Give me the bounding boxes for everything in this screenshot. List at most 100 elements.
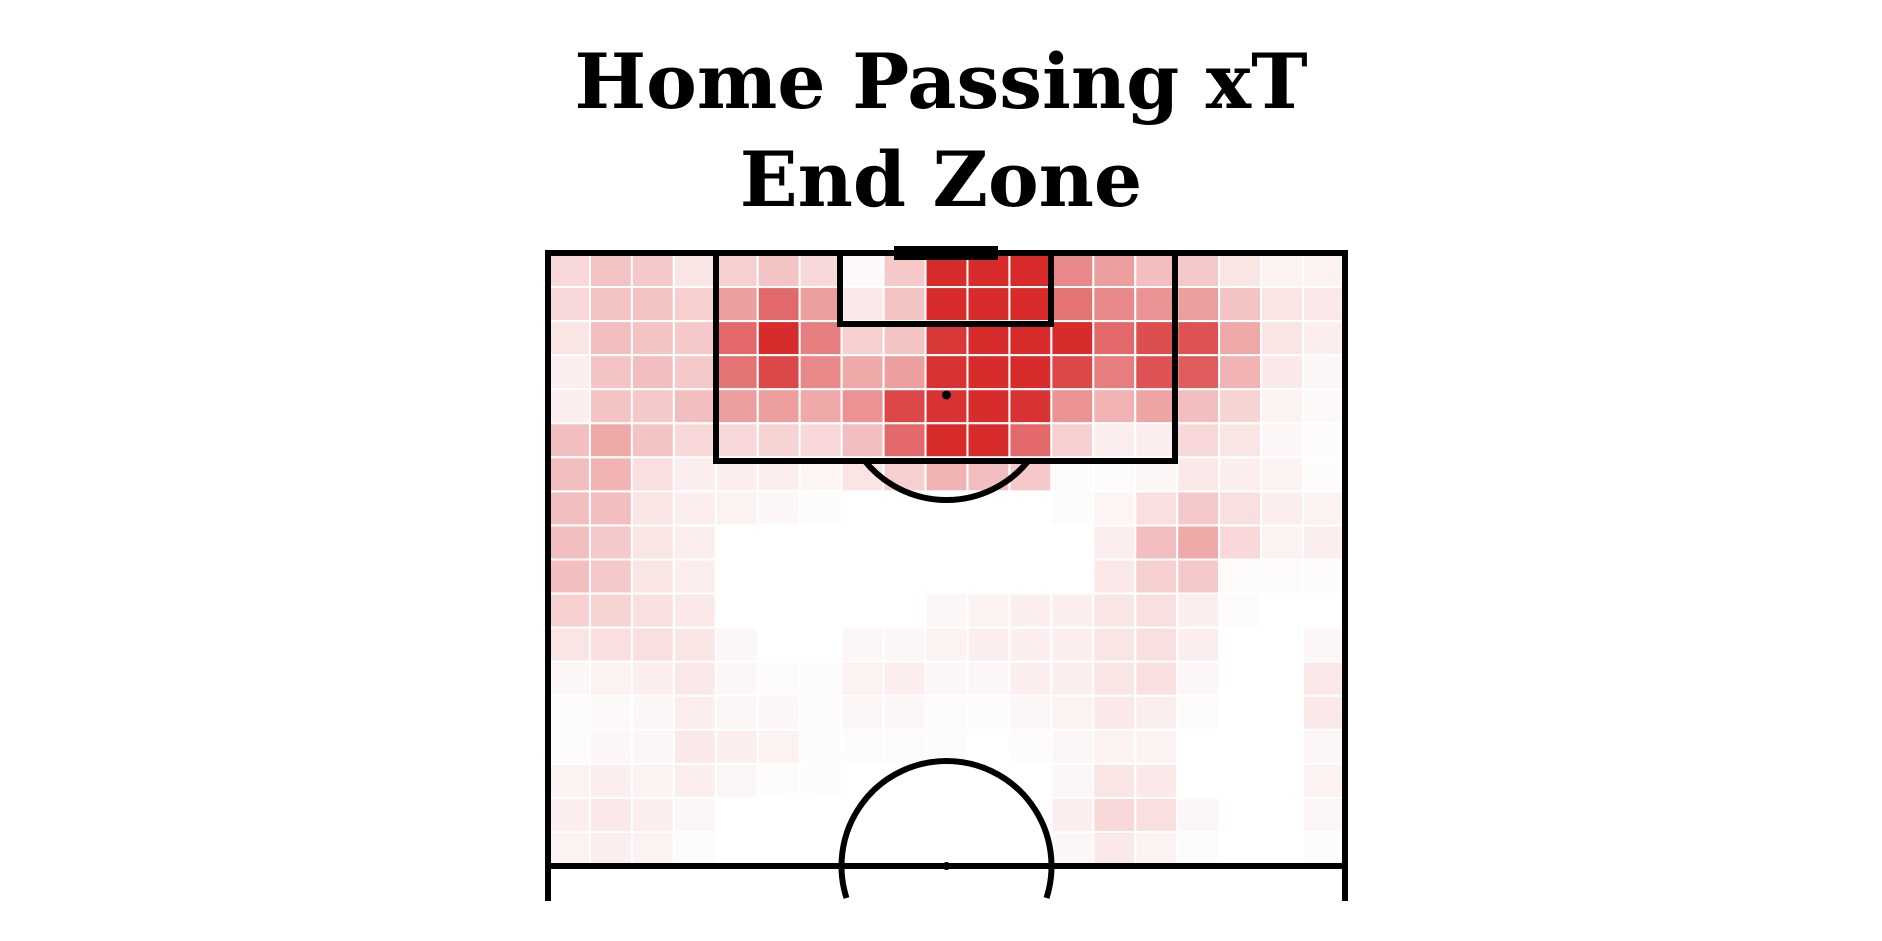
heatmap-cell-r15-c12 [1050,762,1095,799]
heatmap-cell-r4-c1 [588,388,633,425]
heatmap-cell-r11-c10 [966,626,1011,663]
heatmap-cell-r13-c18 [1302,694,1346,731]
heatmap-cell-r12-c16 [1218,660,1263,697]
heatmap-cell-r10-c17 [1260,592,1305,629]
heatmap-cell-r10-c16 [1218,592,1263,629]
heatmap-cell-r14-c11 [1008,728,1053,765]
heatmap-cell-r17-c0 [547,830,591,868]
heatmap-cell-r11-c7 [840,626,885,663]
heatmap-cell-r4-c7 [840,388,885,425]
heatmap-cell-r12-c14 [1134,660,1179,697]
heatmap-cell-r2-c3 [672,320,717,357]
heatmap-cell-r1-c4 [714,286,759,323]
heatmap-cell-r8-c5 [756,524,801,561]
heatmap-cell-r3-c14 [1134,354,1179,391]
heatmap-cell-r15-c16 [1218,762,1263,799]
heatmap-cell-r11-c11 [1008,626,1053,663]
heatmap-cell-r13-c13 [1092,694,1137,731]
heatmap-cell-r11-c0 [547,626,591,663]
heatmap-cell-r3-c10 [966,354,1011,391]
heatmap-cell-r9-c8 [882,558,927,595]
heatmap-cell-r11-c8 [882,626,927,663]
heatmap-cell-r0-c5 [756,252,801,289]
heatmap-cell-r17-c9 [924,830,969,868]
heatmap-cell-r9-c14 [1134,558,1179,595]
heatmap-cell-r5-c15 [1176,422,1221,459]
heatmap-cell-r9-c10 [966,558,1011,595]
heatmap-cell-r17-c16 [1218,830,1263,868]
heatmap-cell-r0-c0 [547,252,591,289]
penalty-spot [942,390,951,400]
heatmap-cell-r3-c9 [924,354,969,391]
heatmap-cell-r3-c17 [1260,354,1305,391]
heatmap-cell-r8-c8 [882,524,927,561]
heatmap-cell-r8-c3 [672,524,717,561]
heatmap-cell-r15-c11 [1008,762,1053,799]
heatmap-cell-r4-c12 [1050,388,1095,425]
heatmap-cell-r5-c14 [1134,422,1179,459]
heatmap-cell-r6-c18 [1302,456,1346,493]
heatmap-cell-r9-c18 [1302,558,1346,595]
heatmap-cell-r8-c11 [1008,524,1053,561]
heatmap-cell-r10-c10 [966,592,1011,629]
heatmap-cell-r16-c8 [882,796,927,833]
heatmap-cell-r8-c14 [1134,524,1179,561]
heatmap-cell-r16-c5 [756,796,801,833]
heatmap-cell-r14-c7 [840,728,885,765]
heatmap-cell-r4-c11 [1008,388,1053,425]
heatmap-cell-r15-c18 [1302,762,1346,799]
heatmap-cell-r1-c5 [756,286,801,323]
heatmap-cell-r6-c0 [547,456,591,493]
heatmap-cell-r12-c11 [1008,660,1053,697]
heatmap-cell-r1-c6 [798,286,843,323]
heatmap-cell-r4-c8 [882,388,927,425]
heatmap-cell-r5-c3 [672,422,717,459]
heatmap-cell-r4-c2 [630,388,675,425]
heatmap-cell-r4-c6 [798,388,843,425]
heatmap-cell-r6-c16 [1218,456,1263,493]
heatmap-cell-r17-c11 [1008,830,1053,868]
heatmap-cell-r0-c17 [1260,252,1305,289]
heatmap-cell-r12-c18 [1302,660,1346,697]
heatmap-cell-r9-c6 [798,558,843,595]
heatmap-cell-r11-c16 [1218,626,1263,663]
heatmap-cell-r9-c9 [924,558,969,595]
heatmap-cell-r7-c18 [1302,490,1346,527]
heatmap-cell-r0-c2 [630,252,675,289]
heatmap-cell-r17-c8 [882,830,927,868]
heatmap-cell-r2-c17 [1260,320,1305,357]
heatmap-cell-r14-c4 [714,728,759,765]
heatmap-cell-r2-c15 [1176,320,1221,357]
heatmap-cell-r1-c17 [1260,286,1305,323]
heatmap-cell-r15-c9 [924,762,969,799]
heatmap-cell-r15-c5 [756,762,801,799]
heatmap-cell-r1-c10 [966,286,1011,323]
heatmap-cell-r6-c1 [588,456,633,493]
heatmap-cell-r13-c4 [714,694,759,731]
heatmap-cell-r13-c2 [630,694,675,731]
heatmap-cell-r10-c13 [1092,592,1137,629]
heatmap-cell-r12-c17 [1260,660,1305,697]
heatmap-cell-r16-c9 [924,796,969,833]
heatmap-cell-r0-c7 [840,252,885,289]
heatmap-cell-r1-c2 [630,286,675,323]
heatmap-cell-r2-c6 [798,320,843,357]
heatmap-cell-r9-c12 [1050,558,1095,595]
heatmap-cell-r17-c4 [714,830,759,868]
heatmap-cell-r0-c16 [1218,252,1263,289]
heatmap-cell-r4-c17 [1260,388,1305,425]
heatmap-cell-r10-c3 [672,592,717,629]
heatmap-cell-r9-c0 [547,558,591,595]
heatmap-cell-r10-c7 [840,592,885,629]
heatmap-cell-r10-c0 [547,592,591,629]
heatmap-cell-r4-c10 [966,388,1011,425]
heatmap-cell-r3-c8 [882,354,927,391]
heatmap-cell-r7-c12 [1050,490,1095,527]
heatmap-cell-r12-c7 [840,660,885,697]
heatmap-cell-r7-c11 [1008,490,1053,527]
heatmap-cell-r8-c16 [1218,524,1263,561]
heatmap-cell-r1-c18 [1302,286,1346,323]
heatmap-cell-r8-c12 [1050,524,1095,561]
heatmap-cell-r8-c18 [1302,524,1346,561]
